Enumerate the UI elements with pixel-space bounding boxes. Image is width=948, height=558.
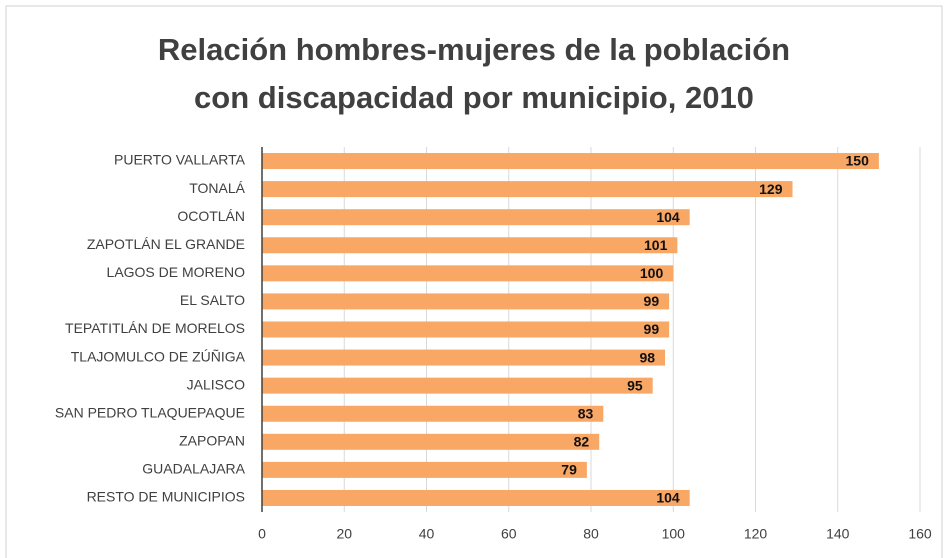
bar <box>262 153 879 170</box>
y-tick-label: OCOTLÁN <box>177 208 245 224</box>
y-tick-label: TONALÁ <box>189 180 245 196</box>
data-label: 104 <box>656 209 680 225</box>
y-tick-label: EL SALTO <box>180 292 245 308</box>
bar <box>262 265 674 282</box>
y-tick-label: LAGOS DE MORENO <box>107 264 246 280</box>
bar <box>262 489 690 506</box>
y-tick-label: ZAPOPAN <box>179 433 245 449</box>
bar <box>262 377 653 394</box>
data-label: 82 <box>574 434 590 450</box>
chart-border <box>5 5 943 558</box>
data-label: 129 <box>759 181 783 197</box>
chart-title: con discapacidad por municipio, 2010 <box>194 80 754 115</box>
x-tick-label: 60 <box>501 526 517 542</box>
y-tick-label: TLAJOMULCO DE ZÚÑIGA <box>71 348 246 364</box>
data-label: 95 <box>627 377 643 393</box>
data-label: 83 <box>578 405 594 421</box>
bar <box>262 293 670 310</box>
y-tick-label: GUADALAJARA <box>142 461 245 477</box>
x-tick-label: 0 <box>258 526 266 542</box>
bar <box>262 461 587 478</box>
x-tick-label: 120 <box>744 526 768 542</box>
x-tick-label: 80 <box>583 526 599 542</box>
data-label: 100 <box>640 265 664 281</box>
data-label: 99 <box>644 321 660 337</box>
bar <box>262 433 600 450</box>
bar <box>262 321 670 338</box>
bar <box>262 209 690 226</box>
x-tick-label: 140 <box>826 526 850 542</box>
y-tick-label: PUERTO VALLARTA <box>114 152 246 168</box>
data-label: 101 <box>644 237 668 253</box>
data-label: 104 <box>656 490 680 506</box>
x-tick-label: 160 <box>908 526 932 542</box>
y-tick-label: SAN PEDRO TLAQUEPAQUE <box>55 404 245 420</box>
data-label: 99 <box>644 293 660 309</box>
x-tick-label: 20 <box>336 526 352 542</box>
bar <box>262 181 793 198</box>
chart-title: Relación hombres-mujeres de la población <box>158 32 790 67</box>
bar <box>262 405 604 422</box>
x-tick-label: 40 <box>419 526 435 542</box>
y-tick-label: ZAPOTLÁN EL GRANDE <box>87 236 245 252</box>
data-label: 98 <box>639 349 655 365</box>
bar <box>262 349 666 366</box>
y-tick-label: RESTO DE MUNICIPIOS <box>87 489 245 505</box>
y-tick-label: JALISCO <box>187 376 245 392</box>
data-label: 150 <box>846 153 870 169</box>
data-label: 79 <box>561 462 577 478</box>
x-tick-label: 100 <box>662 526 686 542</box>
bar <box>262 237 678 254</box>
y-tick-label: TEPATITLÁN DE MORELOS <box>65 320 245 336</box>
